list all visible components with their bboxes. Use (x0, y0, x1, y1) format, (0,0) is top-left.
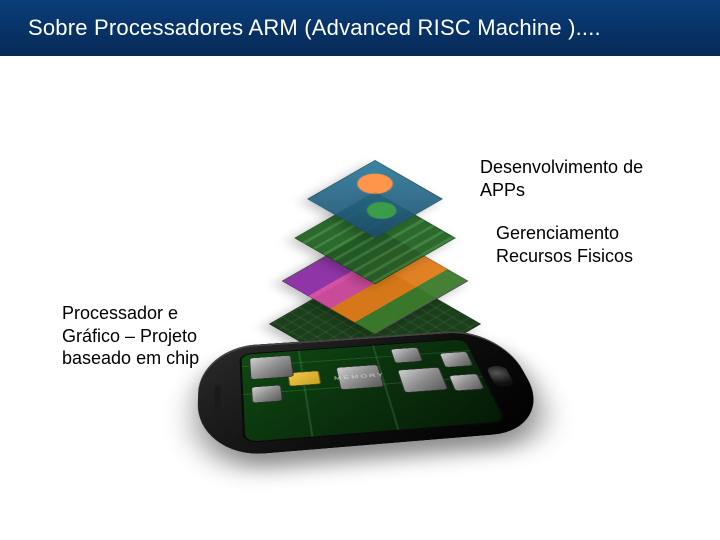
device-home-button (486, 365, 516, 387)
slide-title: Sobre Processadores ARM (Advanced RISC M… (28, 15, 601, 41)
label-processor-graphics: Processador e Gráfico – Projeto baseado … (62, 302, 212, 370)
pcb-chip-memory: MEMORY (336, 364, 385, 390)
pcb-chip (439, 351, 473, 367)
device-speaker (214, 385, 220, 409)
pcb-trace (298, 351, 314, 437)
pcb-chip (249, 355, 294, 380)
pcb-chip (397, 367, 448, 393)
pcb-chip (251, 385, 283, 403)
label-resource-management: Gerenciamento Recursos Fisicos (496, 222, 676, 267)
chip-stack-illustration (275, 151, 475, 351)
memory-label: MEMORY (333, 372, 385, 381)
device-body: MEMORY (196, 328, 556, 459)
device-illustration: MEMORY (196, 328, 556, 459)
slide-content: Desenvolvimento de APPs Gerenciamento Re… (0, 56, 720, 540)
label-app-development: Desenvolvimento de APPs (480, 156, 660, 201)
pcb-chip (390, 347, 423, 363)
device-pcb: MEMORY (239, 338, 506, 443)
slide-header: Sobre Processadores ARM (Advanced RISC M… (0, 0, 720, 56)
